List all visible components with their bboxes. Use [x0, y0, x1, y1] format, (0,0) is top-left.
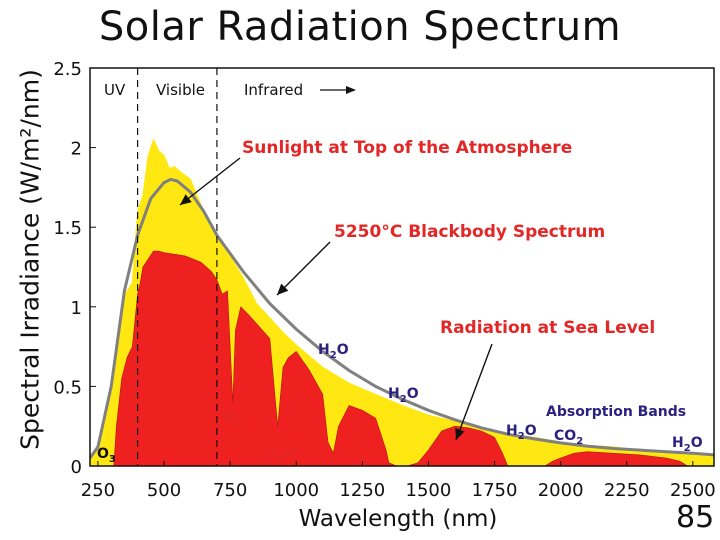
- x-tick-label-1500: 1500: [406, 480, 452, 501]
- absorption-label-5: H2O: [388, 386, 419, 405]
- annotation-4: Absorption Bands: [546, 404, 686, 420]
- x-tick-label-2000: 2000: [538, 480, 584, 501]
- x-tick-label-2500: 2500: [670, 480, 716, 501]
- absorption-label-8: H2O: [672, 435, 703, 454]
- x-tick-label-750: 750: [213, 480, 247, 501]
- annotation-arrow-3: [455, 343, 493, 441]
- infrared-arrow-head: [346, 86, 356, 94]
- y-tick-label-0: 0: [71, 457, 82, 478]
- plot-frame: [89, 67, 715, 467]
- annotation-arrowhead-1: [180, 194, 192, 205]
- region-label-uv: UV: [104, 81, 126, 99]
- y-tick-label-0.5: 0.5: [53, 377, 82, 398]
- region-label-infrared: Infrared: [244, 81, 303, 99]
- y-tick-label-1.5: 1.5: [53, 218, 82, 239]
- y-tick-label-1: 1: [71, 298, 82, 319]
- x-axis-label: Wavelength (nm): [298, 506, 498, 532]
- absorption-label-3: H2O: [266, 445, 297, 464]
- x-tick-label-1000: 1000: [273, 480, 319, 501]
- absorption-label-4: H2O: [318, 342, 349, 361]
- absorption-label-6: H2O: [506, 423, 537, 442]
- annotation-2: 5250°C Blackbody Spectrum: [334, 222, 605, 242]
- absorption-label-2: O2: [224, 411, 243, 430]
- x-tick-label-1250: 1250: [339, 480, 385, 501]
- y-tick-label-2.5: 2.5: [53, 59, 82, 80]
- annotation-3: Radiation at Sea Level: [440, 318, 655, 338]
- absorption-label-7: CO2: [554, 428, 583, 447]
- region-label-visible: Visible: [156, 81, 205, 99]
- x-tick-label-1750: 1750: [472, 480, 518, 501]
- x-tick-label-250: 250: [81, 480, 115, 501]
- series-sea-level-area: [113, 250, 689, 467]
- annotation-arrow-1: [179, 157, 241, 206]
- annotation-arrow-2: [276, 241, 331, 296]
- series-blackbody-line: [88, 177, 715, 459]
- x-tick-label-500: 500: [147, 480, 181, 501]
- absorption-label-1: O3: [97, 446, 116, 465]
- annotation-arrowhead-2: [277, 283, 289, 295]
- x-tick-label-2250: 2250: [604, 480, 650, 501]
- page-number: 85: [676, 500, 715, 535]
- annotation-arrowhead-3: [455, 427, 465, 440]
- chart-title: Solar Radiation Spectrum: [98, 4, 622, 50]
- annotation-1: Sunlight at Top of the Atmosphere: [242, 138, 572, 158]
- y-tick-label-2: 2: [71, 139, 82, 160]
